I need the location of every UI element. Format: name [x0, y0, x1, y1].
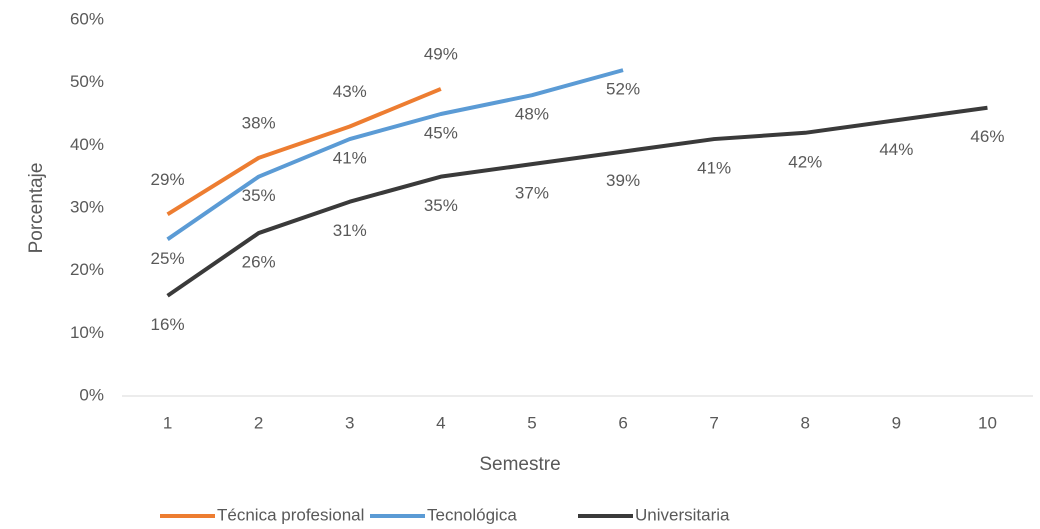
data-label: 35%: [242, 186, 276, 205]
data-label: 43%: [333, 82, 367, 101]
data-label: 26%: [242, 253, 276, 272]
data-label: 52%: [606, 80, 640, 99]
y-tick-label: 20%: [70, 260, 104, 279]
data-label: 41%: [333, 149, 367, 168]
data-label: 49%: [424, 44, 458, 63]
y-tick-label: 0%: [79, 385, 104, 404]
data-label: 41%: [697, 159, 731, 178]
x-tick-label: 10: [978, 413, 997, 432]
x-tick-label: 7: [709, 413, 718, 432]
series-line: [166, 68, 624, 241]
data-label: 35%: [424, 196, 458, 215]
data-label: 42%: [788, 152, 822, 171]
x-tick-label: 5: [527, 413, 536, 432]
data-label: 29%: [151, 170, 185, 189]
y-tick-label: 60%: [70, 9, 104, 28]
x-tick-label: 6: [618, 413, 627, 432]
y-tick-label: 10%: [70, 323, 104, 342]
y-tick-label: 50%: [70, 72, 104, 91]
x-tick-label: 1: [163, 413, 172, 432]
y-tick-label: 40%: [70, 135, 104, 154]
data-label: 46%: [970, 127, 1004, 146]
data-label: 25%: [151, 249, 185, 268]
data-label: 48%: [515, 105, 549, 124]
data-label: 37%: [515, 184, 549, 203]
data-label: 45%: [424, 123, 458, 142]
x-tick-label: 2: [254, 413, 263, 432]
y-axis-label: Porcentaje: [26, 163, 47, 254]
y-tick-label: 30%: [70, 197, 104, 216]
legend-label: Técnica profesional: [217, 505, 364, 524]
legend-label: Universitaria: [635, 505, 730, 524]
data-label: 39%: [606, 171, 640, 190]
x-axis-label: Semestre: [479, 454, 560, 475]
x-tick-label: 8: [801, 413, 810, 432]
x-tick-label: 3: [345, 413, 354, 432]
data-label: 31%: [333, 221, 367, 240]
data-label: 44%: [879, 140, 913, 159]
x-tick-label: 9: [892, 413, 901, 432]
legend-label: Tecnológica: [427, 505, 517, 524]
series-line: [166, 105, 988, 298]
series-line: [166, 87, 442, 216]
data-label: 16%: [151, 315, 185, 334]
data-label: 38%: [242, 113, 276, 132]
x-tick-label: 4: [436, 413, 445, 432]
